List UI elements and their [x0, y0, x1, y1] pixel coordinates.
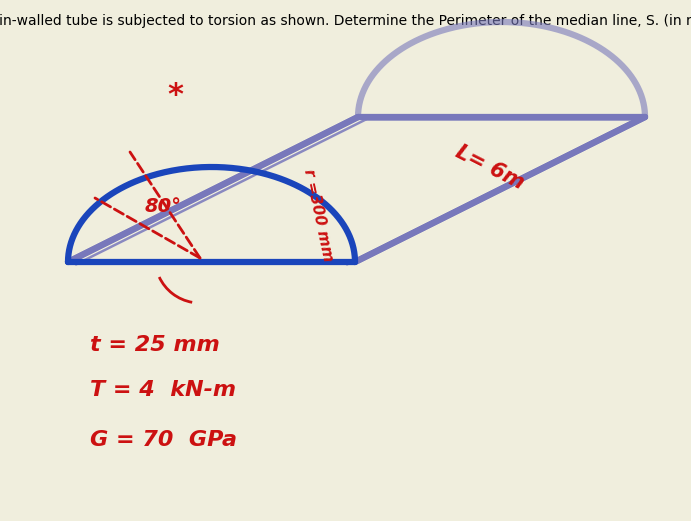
Text: t = 25 mm: t = 25 mm: [90, 335, 220, 355]
Text: 80°: 80°: [144, 197, 182, 217]
Text: r =300 mm: r =300 mm: [301, 167, 335, 263]
Text: A thin-walled tube is subjected to torsion as shown. Determine the Perimeter of : A thin-walled tube is subjected to torsi…: [0, 14, 691, 28]
Text: G = 70  GPa: G = 70 GPa: [90, 430, 237, 450]
Text: *: *: [167, 81, 183, 109]
Text: L= 6m: L= 6m: [453, 142, 528, 194]
Text: T = 4  kN-m: T = 4 kN-m: [90, 380, 236, 400]
